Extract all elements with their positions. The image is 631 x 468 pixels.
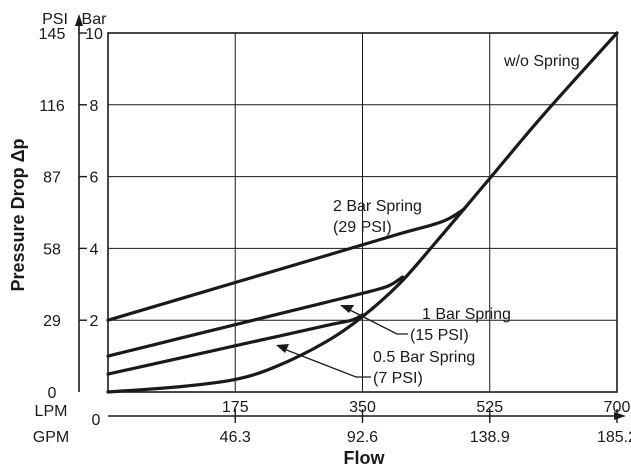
y-axis-arrow [75,14,83,26]
y-tick-label-psi: 29 [43,313,61,330]
x-tick-label-lpm: 525 [476,399,503,416]
arrowhead-1bar [340,305,354,313]
x-tick-marks [234,409,618,423]
series-line-0 [106,31,619,394]
y-axis-title: Pressure Drop Δp [8,139,28,292]
x-tick-label-lpm: 350 [349,399,376,416]
label-1bar-psi: (15 PSI) [410,327,469,344]
y-tick-label-bar: 2 [90,313,99,330]
label-2bar-psi: (29 PSI) [333,219,392,236]
y-tick-label-psi: 116 [39,98,65,115]
y-tick-marks [79,32,87,321]
series-layer [106,31,619,394]
y-unit-bar: Bar [82,11,108,28]
y-tick-label-psi: 0 [48,385,57,402]
y-tick-label-bar: 8 [90,98,99,115]
y-tick-label-bar: 6 [90,170,99,187]
y-tick-label-psi: 145 [39,26,66,43]
x-axis-title: Flow [344,448,386,468]
x-tick-label-lpm: 175 [222,399,249,416]
label-2bar-spring: 2 Bar Spring [333,198,422,215]
label-05bar-spring: 0.5 Bar Spring [373,349,475,366]
arrowhead-05bar [276,344,289,353]
x-tick-label-lpm: 0 [92,412,101,429]
x-unit-lpm: LPM [35,403,68,420]
x-tick-label-gpm: 138.9 [470,429,510,446]
series-line-2 [106,275,405,358]
series-line-3 [106,313,365,376]
leader-1bar [347,308,408,335]
y-tick-label-psi: 87 [43,170,61,187]
label-wo-spring: w/o Spring [503,53,580,70]
y-tick-label-psi: 58 [43,241,61,258]
series-line-1 [106,207,466,322]
leader-05bar [283,348,371,378]
x-tick-label-gpm: 92.6 [347,429,378,446]
x-unit-gpm: GPM [33,429,69,446]
grid-lines [108,33,617,392]
x-tick-label-gpm: 46.3 [220,429,251,446]
x-tick-label-gpm: 185.2 [597,429,631,446]
x-tick-label-lpm: 700 [604,399,631,416]
label-1bar-spring: 1 Bar Spring [422,306,511,323]
y-tick-label-bar: 10 [85,26,103,43]
label-05bar-psi: (7 PSI) [373,370,423,387]
y-tick-label-bar: 4 [90,241,99,258]
y-unit-psi: PSI [42,11,68,28]
